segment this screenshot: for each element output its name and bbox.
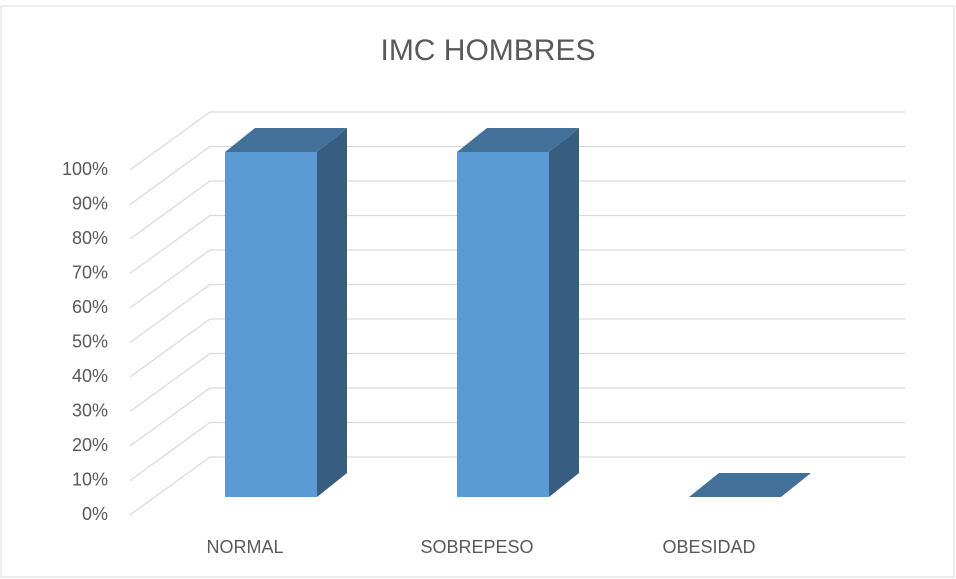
bar-front	[457, 152, 549, 497]
y-tick-label: 30%	[72, 400, 108, 420]
y-tick-label: 80%	[72, 228, 108, 248]
bar-side	[317, 128, 347, 497]
grid-line	[129, 456, 905, 516]
y-tick-label: 100%	[62, 159, 108, 179]
grid-line	[129, 145, 905, 205]
bar-top	[457, 128, 579, 152]
bar-front	[225, 152, 317, 497]
grid-line	[129, 421, 905, 481]
y-tick-label: 20%	[72, 435, 108, 455]
grid-line	[129, 318, 905, 378]
y-tick-label: 50%	[72, 331, 108, 351]
bar-side	[549, 128, 579, 497]
bar-top	[689, 473, 811, 497]
x-tick-label: OBESIDAD	[662, 537, 755, 557]
grid-line	[129, 214, 905, 274]
y-tick-label: 70%	[72, 262, 108, 282]
y-tick-label: 90%	[72, 193, 108, 213]
y-tick-label: 10%	[72, 469, 108, 489]
x-tick-label: SOBREPESO	[420, 537, 533, 557]
chart-title: IMC HOMBRES	[380, 34, 595, 67]
bar-top	[225, 128, 347, 152]
grid-line	[129, 249, 905, 309]
y-tick-label: 60%	[72, 297, 108, 317]
grid-line	[129, 283, 905, 343]
y-tick-label: 40%	[72, 366, 108, 386]
y-tick-label: 0%	[82, 504, 108, 524]
grid-line	[129, 111, 905, 171]
grid-line	[129, 180, 905, 240]
grid-line	[129, 387, 905, 447]
x-tick-label: NORMAL	[206, 537, 283, 557]
grid-line	[129, 352, 905, 412]
